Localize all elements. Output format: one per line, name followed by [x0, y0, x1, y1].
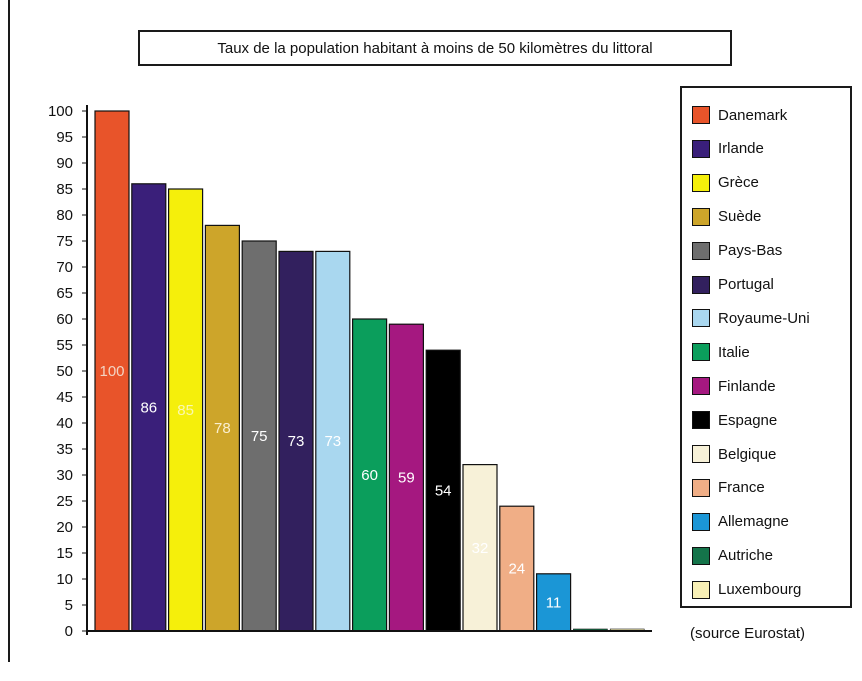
- bar-value-label: 86: [140, 399, 157, 416]
- y-tick-label: 55: [56, 337, 73, 354]
- bar-value-label: 75: [251, 428, 268, 445]
- bar-value-label: 54: [435, 483, 452, 500]
- y-tick-label: 90: [56, 155, 73, 172]
- y-tick-label: 25: [56, 493, 73, 510]
- legend-label: Italie: [718, 343, 750, 361]
- legend-item: Espagne: [692, 409, 777, 431]
- bar-allemagne: [535, 573, 572, 632]
- bar-portugal: [278, 250, 314, 632]
- bar-finlande: [388, 323, 424, 632]
- bar-danemark: [94, 110, 130, 632]
- legend-swatch: [692, 512, 710, 531]
- bar-pays-bas: [241, 240, 277, 632]
- legend-label: France: [718, 479, 765, 497]
- y-tick-label: 100: [48, 103, 73, 120]
- legend-swatch: [692, 377, 710, 396]
- chart-legend: Danemark Irlande Grèce Suède Pays-Bas Portuga…: [680, 86, 852, 608]
- bar-value-label: 78: [214, 420, 231, 437]
- legend-item: France: [692, 477, 765, 499]
- bar-belgique: [462, 464, 498, 632]
- y-tick-label: 10: [56, 571, 73, 588]
- legend-item: Belgique: [692, 443, 776, 465]
- legend-label: Espagne: [718, 411, 778, 429]
- legend-swatch: [692, 275, 710, 294]
- legend-item: Danemark: [692, 104, 787, 126]
- legend-label: Finlande: [718, 377, 776, 395]
- bar-value-label: 32: [472, 540, 489, 557]
- y-tick-label: 35: [56, 441, 73, 458]
- legend-label: Danemark: [718, 106, 788, 124]
- bar-value-label: 73: [324, 433, 341, 450]
- legend-swatch: [692, 343, 710, 362]
- legend-item: Suède: [692, 206, 761, 228]
- y-tick-label: 95: [56, 129, 73, 146]
- legend-item: Pays-Bas: [692, 240, 782, 262]
- y-tick-label: 65: [56, 285, 73, 302]
- legend-swatch: [692, 139, 710, 158]
- chart-title: Taux de la population habitant à moins d…: [138, 30, 732, 66]
- y-tick-label: 45: [56, 389, 73, 406]
- bar-value-label: 73: [288, 433, 305, 450]
- legend-swatch: [692, 309, 710, 328]
- legend-item: Finlande: [692, 375, 776, 397]
- legend-swatch: [692, 207, 710, 226]
- y-tick-label: 50: [56, 363, 73, 380]
- y-tick-label: 30: [56, 467, 73, 484]
- y-tick-label: 70: [56, 259, 73, 276]
- bar-value-label: 59: [398, 470, 415, 487]
- bar-value-label: 11: [546, 594, 562, 611]
- legend-label: Suède: [718, 208, 762, 226]
- bar-value-label: 24: [508, 561, 525, 578]
- y-tick-label: 85: [56, 181, 73, 198]
- legend-item: Luxembourg: [692, 579, 801, 601]
- legend-swatch: [692, 106, 710, 124]
- left-frame-line: [8, 0, 10, 662]
- y-tick-label: 0: [65, 623, 73, 640]
- legend-label: Portugal: [718, 276, 774, 293]
- y-tick-label: 15: [56, 545, 73, 562]
- legend-label: Pays-Bas: [718, 242, 783, 260]
- legend-item: Allemagne: [692, 511, 789, 533]
- legend-label: Royaume-Uni: [718, 309, 810, 327]
- bar-italie: [352, 318, 388, 632]
- bar-france: [499, 505, 535, 632]
- legend-item: Grèce: [692, 172, 759, 194]
- legend-swatch: [692, 411, 710, 430]
- legend-swatch: [692, 241, 710, 260]
- bar-value-label: 85: [177, 402, 194, 419]
- y-tick-label: 60: [56, 311, 73, 328]
- y-tick-label: 75: [56, 233, 73, 250]
- legend-item: Portugal: [692, 274, 774, 296]
- legend-label: Grèce: [718, 174, 759, 192]
- legend-swatch: [692, 173, 710, 192]
- y-tick-label: 80: [56, 207, 73, 224]
- legend-swatch: [692, 580, 710, 599]
- legend-label: Belgique: [718, 445, 777, 463]
- legend-swatch: [692, 445, 710, 463]
- legend-item: Royaume-Uni: [692, 307, 810, 329]
- legend-label: Luxembourg: [718, 581, 802, 599]
- bar-value-label: 60: [361, 467, 378, 484]
- bar-value-label: 100: [99, 363, 124, 380]
- legend-item: Italie: [692, 341, 750, 363]
- legend-swatch: [692, 478, 710, 497]
- legend-item: Irlande: [692, 138, 764, 160]
- source-note: (source Eurostat): [690, 625, 806, 642]
- legend-item: Autriche: [692, 545, 773, 567]
- legend-label: Allemagne: [718, 513, 789, 531]
- bar-royaume-uni: [315, 250, 351, 632]
- legend-swatch: [692, 546, 710, 565]
- legend-label: Autriche: [718, 547, 774, 565]
- y-tick-label: 20: [56, 519, 73, 536]
- legend-label: Irlande: [718, 140, 764, 158]
- y-tick-label: 40: [56, 415, 73, 432]
- y-tick-label: 5: [65, 597, 73, 614]
